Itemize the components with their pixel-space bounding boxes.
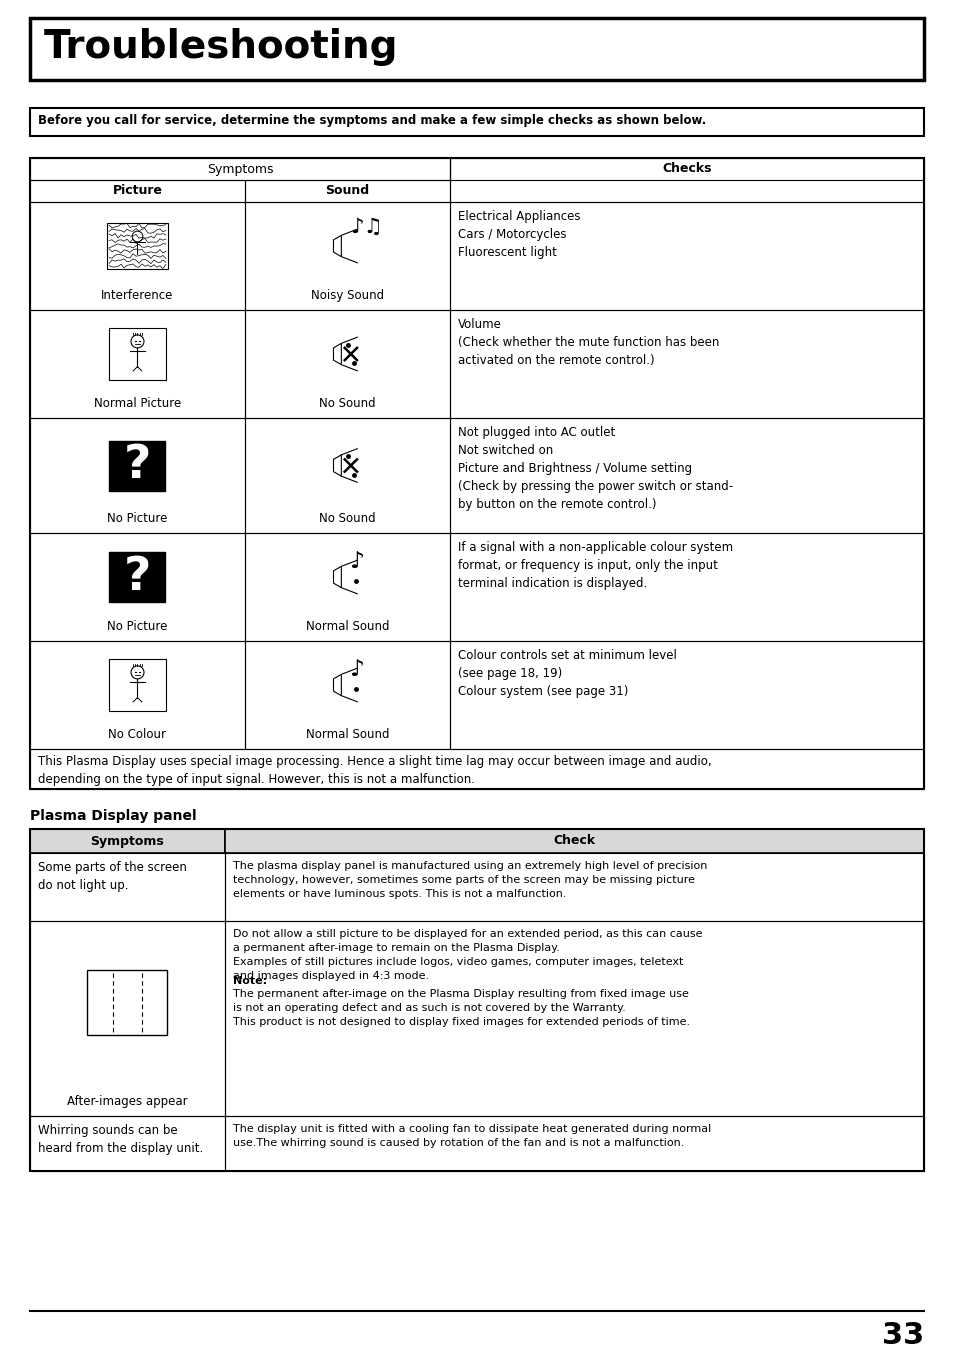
Text: ♪: ♪ [349,658,363,681]
Bar [30,158,450,180]
Text: Checks: Checks [661,162,711,176]
Text: Sound: Sound [325,185,369,197]
Bar [245,417,450,534]
Bar [30,158,923,789]
Bar [225,921,923,1116]
Text: Symptoms: Symptoms [91,835,164,847]
Text: Troubleshooting: Troubleshooting [44,28,398,66]
Bar [30,921,225,1116]
Text: Electrical Appliances
Cars / Motorcycles
Fluorescent light: Electrical Appliances Cars / Motorcycles… [457,209,579,259]
Bar [30,830,923,1171]
Bar [110,553,165,603]
Text: Whirring sounds can be
heard from the display unit.: Whirring sounds can be heard from the di… [38,1124,203,1155]
Bar [450,640,923,748]
Text: ♪♫: ♪♫ [350,216,383,236]
Text: Interference: Interference [101,289,173,303]
Bar [30,852,225,921]
Text: Normal Sound: Normal Sound [305,620,389,634]
Bar [245,640,450,748]
Text: The display unit is fitted with a cooling fan to dissipate heat generated during: The display unit is fitted with a coolin… [233,1124,711,1148]
Bar [30,417,245,534]
Text: ?: ? [124,443,152,488]
Bar [30,830,225,852]
Text: If a signal with a non-applicable colour system
format, or frequency is input, o: If a signal with a non-applicable colour… [457,540,732,590]
Bar [109,328,166,380]
Text: No Colour: No Colour [109,728,167,740]
Bar [30,108,923,136]
Text: Before you call for service, determine the symptoms and make a few simple checks: Before you call for service, determine t… [38,113,705,127]
Text: Do not allow a still picture to be displayed for an extended period, as this can: Do not allow a still picture to be displ… [233,929,701,981]
Bar [88,970,168,1035]
Text: Note:: Note: [233,977,267,986]
Text: No Picture: No Picture [107,620,168,634]
Text: No Sound: No Sound [319,512,375,526]
Text: Normal Sound: Normal Sound [305,728,389,740]
Bar [450,309,923,417]
Bar [30,1116,225,1171]
Text: The plasma display panel is manufactured using an extremely high level of precis: The plasma display panel is manufactured… [233,861,706,898]
Text: After-images appear: After-images appear [67,1096,188,1108]
Bar [107,223,168,269]
Text: ♪: ♪ [349,550,363,573]
Text: No Picture: No Picture [107,512,168,526]
Text: This Plasma Display uses special image processing. Hence a slight time lag may o: This Plasma Display uses special image p… [38,755,711,786]
Bar [225,1116,923,1171]
Bar [30,203,245,309]
Bar [30,180,245,203]
Bar [245,180,450,203]
Text: No Sound: No Sound [319,397,375,409]
Text: Some parts of the screen
do not light up.: Some parts of the screen do not light up… [38,861,187,892]
Text: Colour controls set at minimum level
(see page 18, 19)
Colour system (see page 3: Colour controls set at minimum level (se… [457,648,677,698]
Bar [109,659,166,711]
Bar [225,830,923,852]
Bar [450,417,923,534]
Text: Symptoms: Symptoms [207,162,273,176]
Bar [30,18,923,80]
Bar [30,748,923,789]
Text: Noisy Sound: Noisy Sound [311,289,384,303]
Bar [30,640,245,748]
Text: ?: ? [124,554,152,600]
Bar [450,158,923,180]
Bar [245,203,450,309]
Text: Check: Check [553,835,595,847]
Text: Picture: Picture [112,185,162,197]
Bar [30,534,245,640]
Bar [450,158,923,203]
Bar [225,852,923,921]
Bar [450,203,923,309]
Text: Not plugged into AC outlet
Not switched on
Picture and Brightness / Volume setti: Not plugged into AC outlet Not switched … [457,426,732,511]
Text: The permanent after-image on the Plasma Display resulting from fixed image use
i: The permanent after-image on the Plasma … [233,989,689,1027]
Text: Plasma Display panel: Plasma Display panel [30,809,196,823]
Bar [450,534,923,640]
Text: Volume
(Check whether the mute function has been
activated on the remote control: Volume (Check whether the mute function … [457,317,719,367]
Bar [30,309,245,417]
Bar [245,309,450,417]
Text: Normal Picture: Normal Picture [93,397,181,409]
Bar [245,534,450,640]
Text: 33: 33 [881,1321,923,1350]
Bar [110,440,165,490]
